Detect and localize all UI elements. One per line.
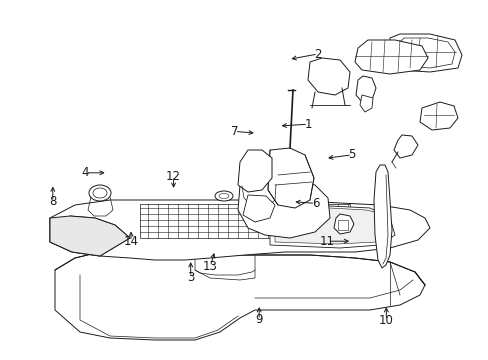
- Text: 14: 14: [123, 235, 138, 248]
- Ellipse shape: [219, 194, 228, 198]
- Polygon shape: [140, 204, 349, 238]
- Text: 9: 9: [255, 313, 263, 326]
- Polygon shape: [238, 180, 329, 238]
- Polygon shape: [307, 58, 349, 95]
- Polygon shape: [373, 165, 391, 268]
- Polygon shape: [393, 135, 417, 158]
- Text: 2: 2: [313, 48, 321, 60]
- Text: 5: 5: [347, 148, 355, 161]
- Text: 3: 3: [186, 271, 194, 284]
- Polygon shape: [55, 248, 424, 340]
- Polygon shape: [50, 200, 429, 260]
- Text: 8: 8: [49, 195, 57, 208]
- Text: 4: 4: [81, 166, 89, 179]
- Text: 12: 12: [166, 170, 181, 183]
- Polygon shape: [243, 195, 274, 222]
- Polygon shape: [267, 148, 313, 208]
- Text: 1: 1: [304, 118, 311, 131]
- Polygon shape: [238, 150, 271, 192]
- Polygon shape: [333, 214, 353, 234]
- Polygon shape: [50, 216, 130, 256]
- Polygon shape: [359, 95, 372, 112]
- Ellipse shape: [89, 185, 111, 201]
- Polygon shape: [274, 208, 387, 244]
- Polygon shape: [355, 76, 375, 102]
- Polygon shape: [354, 40, 427, 74]
- Polygon shape: [387, 34, 461, 72]
- Text: 11: 11: [320, 235, 334, 248]
- Text: 6: 6: [311, 197, 319, 210]
- Polygon shape: [337, 220, 347, 230]
- Polygon shape: [269, 206, 394, 248]
- Ellipse shape: [215, 191, 232, 201]
- Text: 7: 7: [230, 125, 238, 138]
- Polygon shape: [419, 102, 457, 130]
- Text: 10: 10: [378, 314, 393, 327]
- Ellipse shape: [93, 188, 107, 198]
- Polygon shape: [395, 38, 454, 68]
- Text: 13: 13: [203, 260, 217, 273]
